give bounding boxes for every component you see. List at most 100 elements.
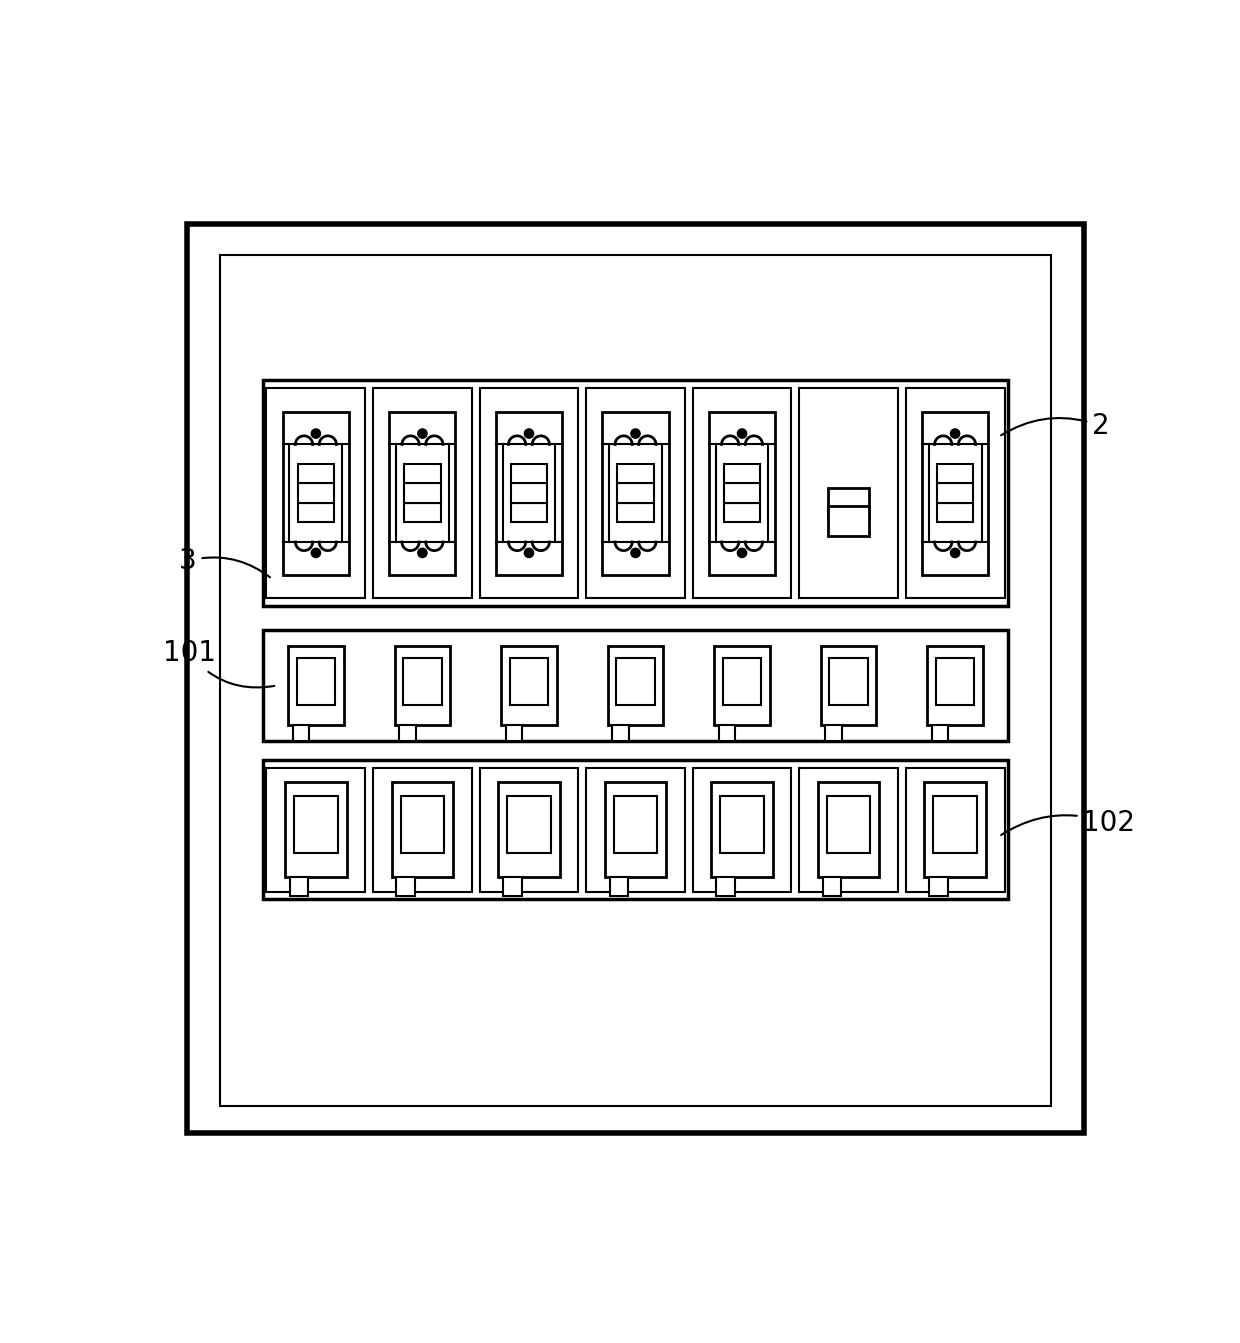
Bar [711, 782, 773, 877]
Bar [283, 412, 348, 575]
Bar [496, 412, 562, 575]
Circle shape [738, 548, 746, 557]
Bar [298, 483, 334, 504]
Circle shape [631, 428, 640, 438]
Circle shape [738, 428, 746, 438]
Bar [480, 768, 578, 892]
Bar [827, 796, 870, 853]
Bar [605, 782, 666, 877]
Bar [614, 796, 657, 853]
Bar [613, 725, 629, 741]
Bar [618, 463, 653, 483]
Circle shape [951, 428, 960, 438]
Bar [373, 388, 472, 599]
Bar [799, 768, 898, 892]
Bar [937, 504, 973, 522]
Bar [394, 646, 450, 725]
Circle shape [525, 428, 533, 438]
Bar [288, 646, 343, 725]
Bar [924, 782, 986, 877]
Bar [830, 658, 868, 705]
Bar [397, 877, 415, 896]
Bar [392, 782, 454, 877]
Bar [511, 483, 547, 504]
Bar [480, 388, 578, 599]
Bar [263, 760, 1008, 900]
Bar [936, 658, 975, 705]
Bar [298, 463, 334, 483]
Circle shape [525, 548, 533, 557]
Bar [603, 412, 668, 575]
Bar [709, 412, 775, 575]
Bar [723, 658, 761, 705]
Bar [501, 646, 557, 725]
Circle shape [418, 548, 427, 557]
Bar [799, 388, 898, 599]
Bar [296, 658, 335, 705]
Circle shape [631, 548, 640, 557]
Circle shape [951, 548, 960, 557]
Bar [587, 388, 684, 599]
Text: 2: 2 [1001, 412, 1110, 441]
Bar [724, 504, 760, 522]
Bar [267, 388, 366, 599]
Bar [498, 782, 560, 877]
Bar [404, 463, 440, 483]
Bar [822, 877, 841, 896]
Bar [724, 483, 760, 504]
Bar [401, 796, 444, 853]
Bar [616, 658, 655, 705]
Bar [399, 725, 415, 741]
Bar [587, 768, 684, 892]
Bar [714, 646, 770, 725]
Bar [503, 877, 522, 896]
Bar [506, 725, 522, 741]
Bar [720, 796, 764, 853]
Bar [715, 877, 734, 896]
Bar [290, 877, 309, 896]
Bar [937, 463, 973, 483]
Bar [263, 630, 1008, 741]
Bar [928, 646, 983, 725]
Bar [817, 782, 879, 877]
Text: 101: 101 [162, 639, 274, 688]
Bar [373, 768, 472, 892]
Bar [267, 768, 366, 892]
Bar [610, 877, 629, 896]
Bar [293, 725, 309, 741]
Bar [719, 725, 735, 741]
Bar [511, 463, 547, 483]
Bar [285, 782, 347, 877]
Bar [618, 504, 653, 522]
Bar [389, 412, 455, 575]
Bar [828, 488, 869, 518]
Bar [221, 255, 1050, 1105]
Circle shape [311, 428, 320, 438]
Bar [828, 506, 869, 536]
Bar [404, 504, 440, 522]
Bar [905, 388, 1004, 599]
Bar [263, 380, 1008, 606]
Circle shape [418, 428, 427, 438]
Bar [923, 412, 988, 575]
Bar [937, 483, 973, 504]
Bar [826, 725, 842, 741]
Bar [724, 463, 760, 483]
Text: 102: 102 [1001, 808, 1136, 837]
Bar [693, 768, 791, 892]
Bar [511, 504, 547, 522]
Bar [934, 796, 977, 853]
Bar [618, 483, 653, 504]
Bar [821, 646, 877, 725]
Bar [507, 796, 551, 853]
Bar [298, 504, 334, 522]
Text: 3: 3 [179, 547, 270, 577]
Bar [403, 658, 441, 705]
Bar [905, 768, 1004, 892]
Bar [693, 388, 791, 599]
Bar [608, 646, 663, 725]
Bar [404, 483, 440, 504]
Bar [510, 658, 548, 705]
Bar [929, 877, 947, 896]
Bar [294, 796, 337, 853]
